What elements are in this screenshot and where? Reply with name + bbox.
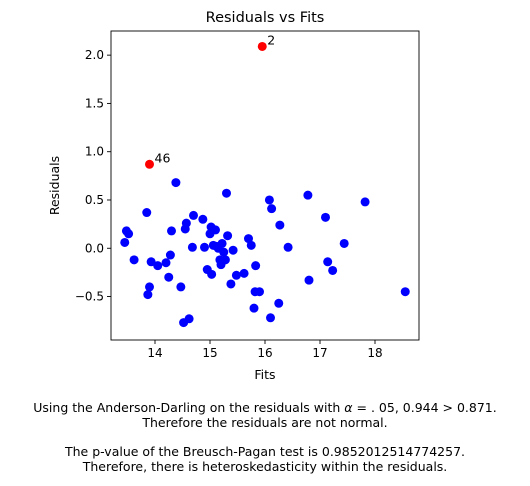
residual-point: [146, 257, 156, 267]
residual-point: [153, 261, 163, 271]
residual-point: [226, 279, 236, 289]
x-axis-label: Fits: [254, 367, 275, 382]
residual-point: [244, 234, 253, 244]
residual-point: [239, 268, 249, 278]
breusch-pagan-line-1: The p-value of the Breusch-Pagan test is…: [64, 444, 466, 459]
residual-point: [400, 287, 410, 297]
residual-point: [145, 282, 154, 292]
residual-point: [220, 255, 230, 265]
anderson-darling-line-2: Therefore the residuals are not normal.: [142, 415, 388, 430]
residual-point: [198, 214, 208, 224]
x-tick-label: 15: [202, 346, 217, 360]
y-tick-label: 1.5: [85, 96, 104, 110]
residual-point: [267, 204, 277, 214]
residual-point: [143, 290, 153, 300]
residual-point: [184, 314, 194, 324]
x-tick-label: 14: [147, 346, 162, 360]
residual-point: [219, 247, 229, 257]
plot-layer: Residuals vs Fits 14 15 16 17 18 −0.5 0.0 0.5 1.0…: [47, 10, 420, 382]
residual-point: [321, 212, 330, 222]
plot-frame: [110, 30, 420, 341]
residual-point: [164, 272, 174, 282]
anderson-darling-line-1: Using the Anderson-Darling on the residu…: [0, 400, 530, 415]
residual-point: [165, 250, 175, 260]
y-tick-label: −0.5: [75, 290, 104, 304]
residual-point: [228, 245, 238, 255]
outlier-point: [257, 41, 267, 51]
x-tick-label: 17: [312, 346, 327, 360]
residual-point: [328, 265, 338, 275]
residual-point: [266, 313, 275, 323]
outlier-label: 2: [267, 32, 275, 47]
residual-point: [142, 208, 152, 218]
residual-point: [189, 210, 198, 220]
residual-point: [187, 242, 197, 252]
y-tick-label: 2.0: [85, 48, 104, 62]
residual-point: [120, 237, 130, 247]
residual-point: [181, 218, 191, 228]
residual-point: [275, 220, 285, 230]
residual-point: [360, 197, 370, 207]
residual-point: [222, 188, 231, 198]
residual-point: [167, 226, 176, 236]
ad-line1-prefix: Using the Anderson-Darling on the residu…: [33, 400, 345, 415]
residual-point: [251, 261, 261, 271]
residual-point: [211, 225, 220, 235]
ad-line1-suffix: = . 05, 0.944 > 0.871.: [352, 400, 497, 415]
x-tick-label: 18: [367, 346, 382, 360]
residual-point: [171, 178, 181, 188]
chart-title: Residuals vs Fits: [206, 10, 325, 26]
residual-point: [223, 231, 233, 241]
residual-point: [283, 242, 293, 252]
residual-point: [304, 275, 314, 285]
alpha-symbol: α: [344, 400, 353, 415]
residual-point: [303, 190, 313, 200]
anderson-darling-caption: Using the Anderson-Darling on the residu…: [0, 400, 530, 430]
y-tick-label: 0.5: [85, 193, 104, 207]
residual-point: [255, 287, 264, 297]
outlier-point: [145, 159, 154, 169]
y-tick-label: 0.0: [85, 241, 104, 255]
residual-point: [161, 258, 171, 268]
residual-point: [323, 257, 333, 267]
residual-point: [274, 298, 284, 308]
residual-point: [249, 303, 259, 313]
residual-point: [339, 238, 349, 248]
y-tick-label: 1.0: [85, 145, 104, 159]
outlier-label: 46: [155, 150, 171, 165]
residual-point: [124, 229, 134, 239]
residual-point: [231, 270, 241, 280]
breusch-pagan-line-2: Therefore, there is heteroskedasticity w…: [82, 459, 448, 474]
residual-point: [176, 282, 186, 292]
residual-point: [264, 195, 274, 205]
residual-point: [207, 269, 217, 279]
residual-point: [200, 242, 209, 252]
residual-point: [217, 238, 227, 248]
breusch-pagan-caption: The p-value of the Breusch-Pagan test is…: [0, 444, 530, 474]
x-tick-label: 16: [257, 346, 272, 360]
residual-point: [129, 255, 139, 265]
residuals-vs-fits-chart: Residuals vs Fits 14 15 16 17 18 −0.5 0.0 0.5 1.0…: [47, 10, 420, 382]
y-axis-label: Residuals: [47, 156, 62, 215]
residual-point: [246, 240, 256, 250]
